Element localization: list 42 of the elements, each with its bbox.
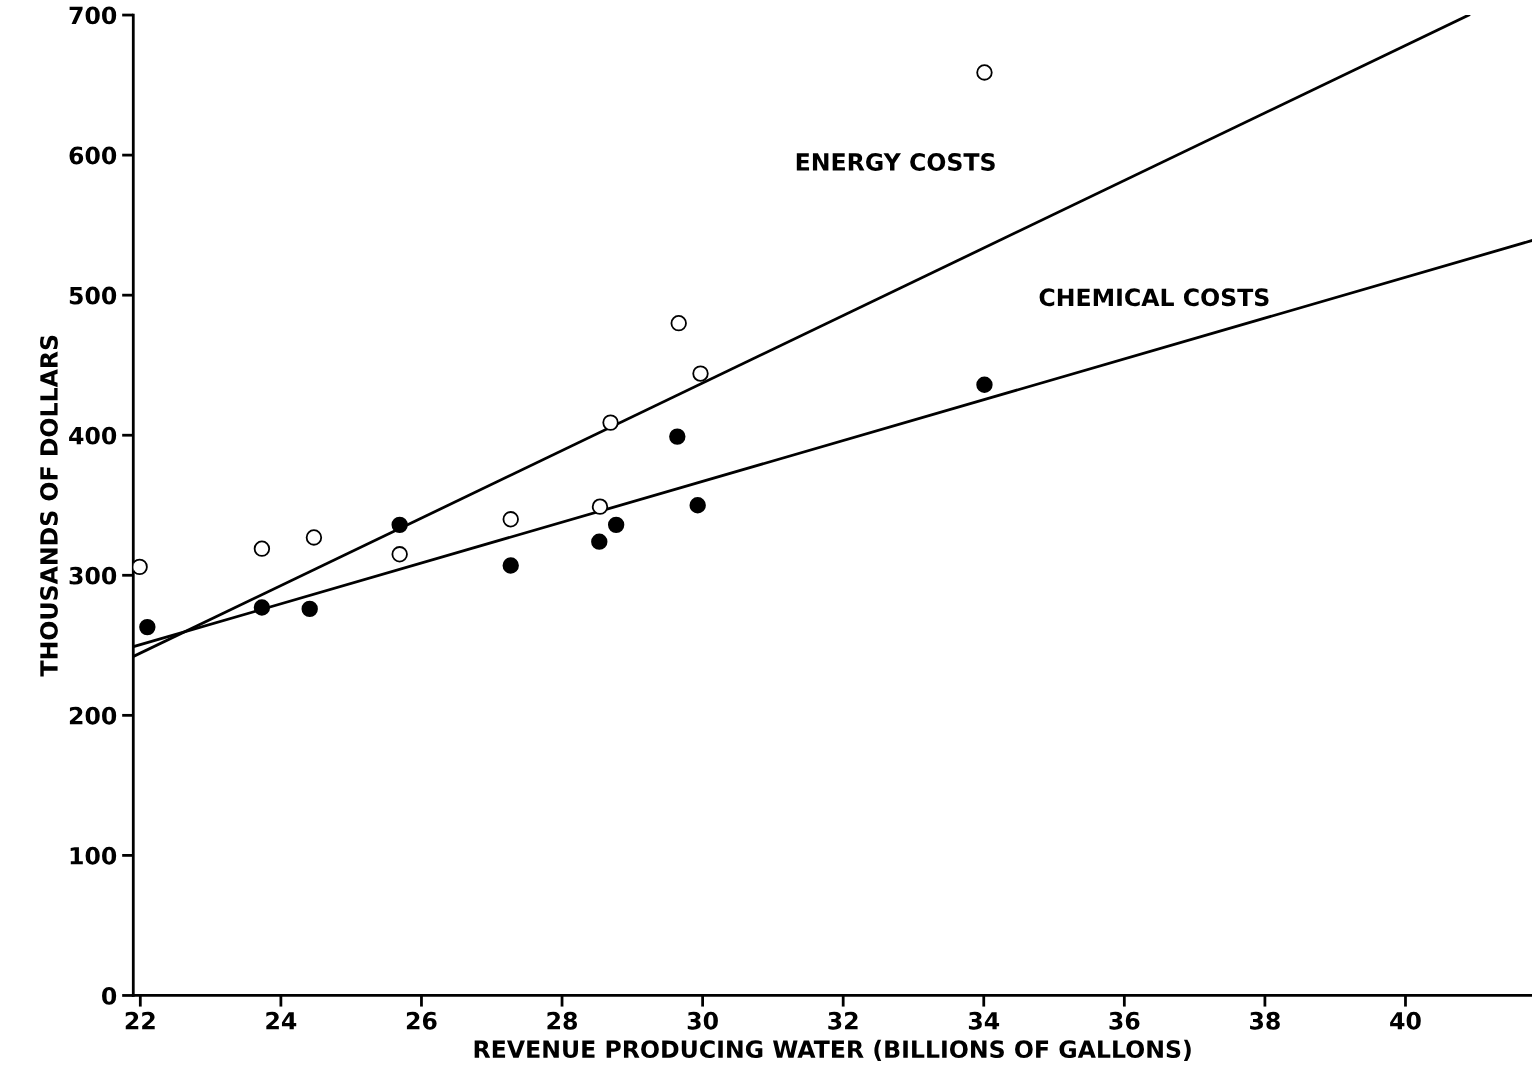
- y-tick-label: 600: [69, 146, 117, 165]
- x-tick-label: 26: [406, 1011, 437, 1030]
- point: [669, 428, 686, 445]
- x-tick-label: 38: [1250, 1011, 1280, 1030]
- point: [301, 600, 318, 618]
- x-tick-label: 28: [547, 1011, 577, 1030]
- y-tick-label: 500: [69, 286, 117, 305]
- point: [591, 498, 609, 515]
- point: [391, 516, 408, 534]
- x-tick-label: 40: [1390, 1011, 1421, 1030]
- point: [602, 414, 619, 431]
- point: [607, 516, 625, 534]
- y-tick-label: 0: [102, 986, 117, 1005]
- point: [502, 557, 519, 574]
- y-tick-label: 200: [69, 706, 117, 725]
- point: [976, 376, 993, 393]
- x-tick-label: 24: [266, 1011, 297, 1030]
- point: [391, 546, 408, 563]
- annotation: CHEMICAL COSTS: [1039, 288, 1269, 307]
- x-tick-label: 32: [828, 1011, 858, 1030]
- x-tick-label: 30: [687, 1011, 718, 1030]
- y-tick-label: 300: [69, 566, 117, 585]
- point: [305, 529, 323, 546]
- y-tick-label: 100: [70, 846, 117, 865]
- point: [253, 599, 271, 616]
- point: [591, 533, 608, 550]
- point: [502, 511, 519, 528]
- point: [253, 540, 271, 557]
- annotation: ENERGY COSTS: [796, 153, 995, 171]
- point: [670, 314, 687, 332]
- x-axis-title: REVENUE PRODUCING WATER (BILLIONS OF GALLONS): [474, 1039, 1191, 1061]
- y-tick-label: 400: [69, 426, 117, 445]
- point: [976, 64, 993, 81]
- y-tick-label: 700: [69, 6, 117, 25]
- point: [692, 365, 709, 382]
- x-tick-label: 34: [968, 1011, 1000, 1030]
- point: [139, 618, 156, 636]
- point: [689, 497, 706, 514]
- x-tick-label: 22: [125, 1011, 155, 1030]
- x-tick-label: 36: [1109, 1011, 1140, 1030]
- y-axis-title: THOUSANDS OF DOLLARS: [40, 335, 58, 677]
- point: [133, 558, 148, 576]
